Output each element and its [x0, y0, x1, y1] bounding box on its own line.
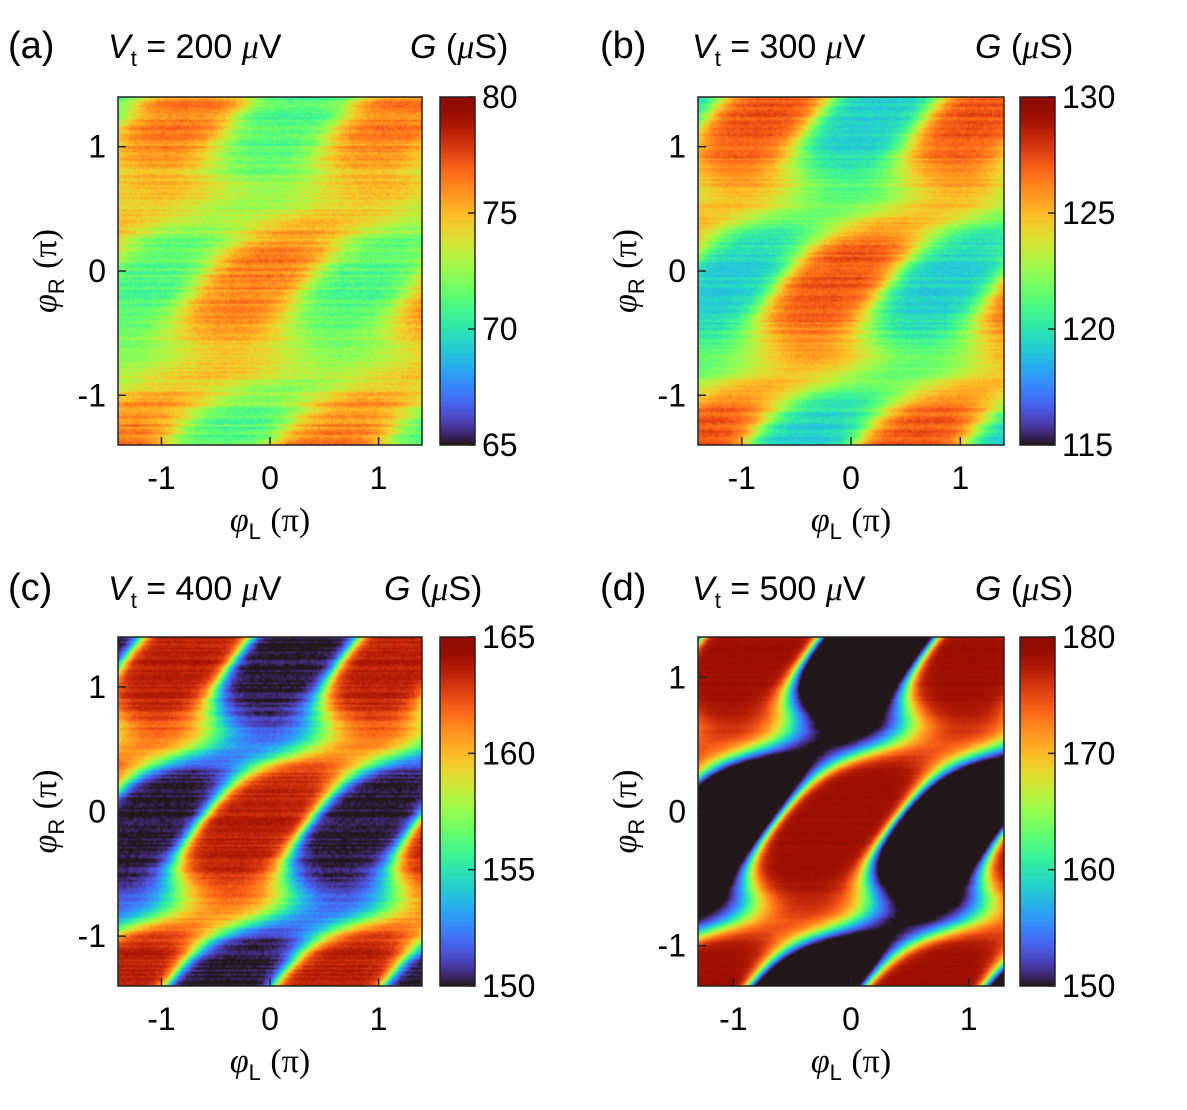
colorbar-tick-label: 130	[1062, 79, 1115, 115]
colorbar-frame	[439, 636, 476, 987]
colorbar-tick-label: 125	[1062, 195, 1115, 231]
colorbar	[440, 637, 475, 986]
x-tick-label: 1	[370, 460, 388, 496]
y-axis-label: φR (π)	[26, 229, 69, 313]
voltage-title: Vt = 500 μV	[692, 570, 866, 613]
colorbar-tick-label: 70	[482, 311, 518, 347]
y-tick-label: -1	[658, 377, 686, 413]
y-tick-label: 1	[668, 129, 686, 165]
panel-d: (d) Vt = 500 μV G (μS) -1 0 1 1 0 -1 φL (π) φR (π)…	[600, 567, 1115, 1085]
x-tick-label: 1	[960, 1001, 978, 1037]
y-tick-label: 0	[668, 794, 686, 830]
colorbar-label: G (μS)	[975, 570, 1073, 608]
x-tick-label: -1	[727, 460, 755, 496]
y-tick-label: 0	[668, 253, 686, 289]
x-axis-label: φL (π)	[811, 1042, 891, 1085]
y-axis-label: φR (π)	[26, 770, 69, 854]
y-tick-label: -1	[78, 918, 106, 954]
x-tick-label: 1	[951, 460, 969, 496]
colorbar	[440, 97, 475, 445]
panel-c: (c) Vt = 400 μV G (μS) -1 0 1 1 0 -1 φL (π) φR (π)…	[8, 567, 535, 1085]
x-axis-label: φL (π)	[230, 501, 310, 544]
y-axis-label: φR (π)	[606, 229, 649, 313]
x-axis-label: φL (π)	[811, 501, 891, 544]
y-tick-label: 0	[88, 253, 106, 289]
colorbar-label: G (μS)	[975, 28, 1073, 66]
colorbar-tick-label: 150	[482, 968, 535, 1004]
x-tick-label: -1	[147, 1001, 175, 1037]
colorbar-tick-label: 80	[482, 79, 518, 115]
heatmap-image	[698, 97, 1004, 445]
x-tick-label: 0	[261, 1001, 279, 1037]
y-tick-label: -1	[658, 928, 686, 964]
x-axis-label: φL (π)	[230, 1042, 310, 1085]
panel-b: (b) Vt = 300 μV G (μS) -1 0 1 1 0 -1 φL (π) φR (π)…	[600, 25, 1115, 544]
colorbar	[1020, 637, 1055, 986]
x-tick-label: 0	[261, 460, 279, 496]
colorbar-tick-label: 155	[482, 852, 535, 888]
voltage-title: Vt = 200 μV	[108, 28, 282, 71]
x-tick-label: 1	[370, 1001, 388, 1037]
colorbar-label: G (μS)	[384, 570, 482, 608]
y-tick-label: 1	[88, 669, 106, 705]
y-tick-label: -1	[78, 377, 106, 413]
heatmap-image	[118, 637, 422, 986]
colorbar-tick-label: 65	[482, 427, 518, 463]
panel-label: (a)	[8, 25, 54, 67]
colorbar-tick-label: 75	[482, 195, 518, 231]
panel-label: (c)	[8, 567, 52, 609]
heatmap-image	[118, 97, 422, 445]
y-axis-label: φR (π)	[606, 770, 649, 854]
y-tick-label: 1	[668, 659, 686, 695]
panel-a: (a) Vt = 200 μV G (μS) -1 0 1 1 0 -1 φL (π) φR (π)…	[8, 25, 518, 544]
y-tick-label: 1	[88, 129, 106, 165]
panel-label: (b)	[600, 25, 646, 67]
colorbar-tick-label: 120	[1062, 311, 1115, 347]
x-tick-label: -1	[147, 460, 175, 496]
voltage-title: Vt = 400 μV	[108, 570, 282, 613]
colorbar	[1020, 97, 1055, 445]
colorbar-tick-label: 165	[482, 619, 535, 655]
colorbar-tick-label: 170	[1062, 735, 1115, 771]
x-tick-label: 0	[842, 1001, 860, 1037]
colorbar-tick-label: 115	[1062, 427, 1113, 463]
colorbar-tick-label: 150	[1062, 968, 1115, 1004]
colorbar-frame	[1019, 96, 1056, 446]
colorbar-label: G (μS)	[410, 28, 508, 66]
panel-label: (d)	[600, 567, 646, 609]
colorbar-tick-label: 160	[1062, 852, 1115, 888]
colorbar-tick-label: 180	[1062, 619, 1115, 655]
x-tick-label: -1	[719, 1001, 747, 1037]
colorbar-frame	[439, 96, 476, 446]
colorbar-tick-label: 160	[482, 735, 535, 771]
x-tick-label: 0	[842, 460, 860, 496]
voltage-title: Vt = 300 μV	[692, 28, 866, 71]
y-tick-label: 0	[88, 794, 106, 830]
colorbar-frame	[1019, 636, 1056, 987]
heatmap-image	[698, 637, 1004, 986]
